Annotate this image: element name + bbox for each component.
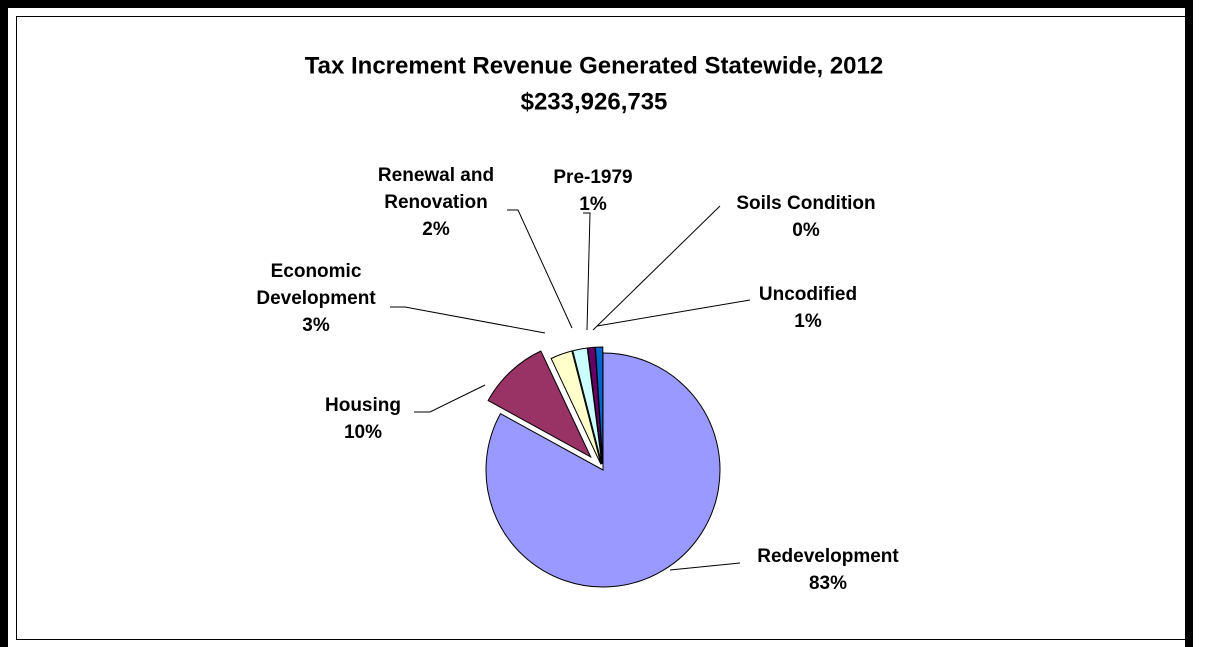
value-label: 10% [343,422,383,443]
pie-slice [550,350,602,465]
slice-label: Soils Condition 0% [700,190,912,244]
leader-line [507,209,573,329]
slice-label: Economic Development 3% [246,258,386,339]
chart-title: Tax Increment Revenue Generated Statewid… [305,52,883,79]
pie-slice [485,352,721,588]
category-label: Economic Development [256,261,376,309]
value-label: 3% [302,315,330,336]
leader-line [592,205,721,331]
leader-line [596,299,751,327]
slice-label: Housing 10% [313,392,413,446]
category-label: Renewal and Renovation [377,165,495,213]
plot-area [16,16,1193,640]
leader-line [669,562,741,571]
slice-label: Pre-1979 1% [543,164,643,218]
slice-label: Renewal and Renovation 2% [366,162,506,243]
leader-line [390,306,546,334]
category-label: Redevelopment [757,546,899,567]
value-label: 83% [808,573,848,594]
chart-subtitle: $233,926,735 [521,88,668,115]
value-label: 1% [579,194,607,215]
leader-line [414,384,486,413]
value-label: 0% [792,220,820,241]
category-label: Uncodified [758,284,858,305]
pie-slice [487,350,592,459]
slice-label: Uncodified 1% [738,281,878,335]
pie-slice [594,346,604,465]
value-label: 1% [794,311,822,332]
leader-line [583,212,591,331]
category-label: Soils Condition [736,193,876,214]
pie-slice [572,347,603,465]
slice-label: Redevelopment 83% [728,543,928,597]
category-label: Pre-1979 [553,167,633,188]
value-label: 2% [422,219,450,240]
category-label: Housing [325,395,401,416]
